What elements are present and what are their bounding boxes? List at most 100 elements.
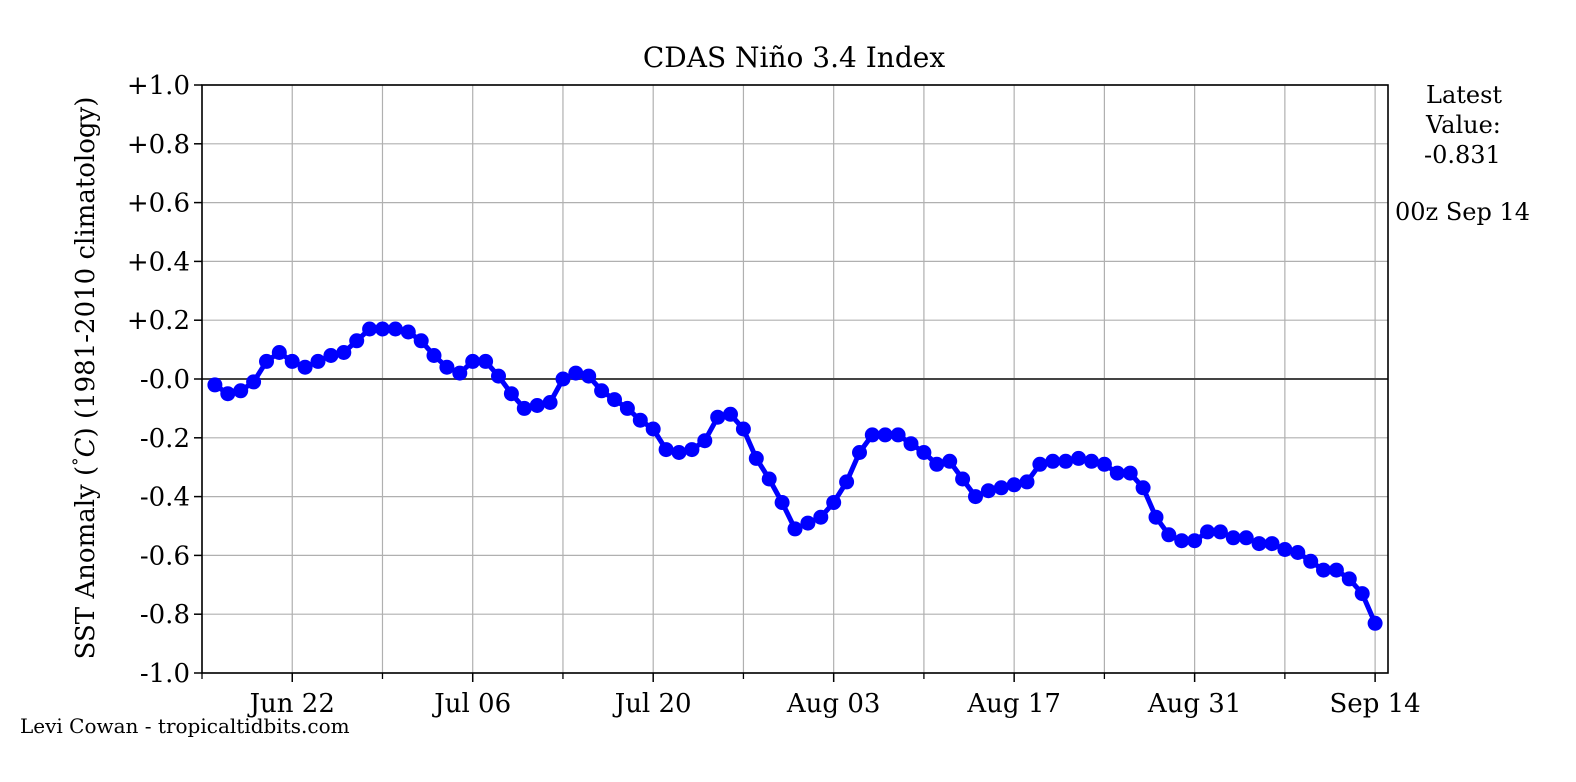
data-point [503, 386, 519, 402]
data-point [413, 333, 429, 349]
data-point [839, 474, 855, 490]
data-point [323, 348, 339, 363]
data-point [993, 480, 1009, 496]
data-point [426, 348, 442, 363]
data-point [1238, 530, 1254, 546]
data-point [375, 321, 390, 337]
data-point [387, 321, 403, 337]
data-point [800, 515, 816, 531]
data-point [903, 436, 919, 452]
x-tick-label: Jul 20 [612, 689, 692, 719]
data-point [1174, 533, 1190, 549]
latest-time: 00z Sep 14 [1395, 198, 1530, 226]
y-tick-label: -1.0 [140, 659, 190, 689]
data-point [607, 392, 622, 408]
data-point [1019, 474, 1035, 490]
data-point [1303, 553, 1319, 569]
data-point [336, 345, 352, 360]
data-point [619, 400, 635, 416]
x-tick-label: Aug 17 [966, 689, 1061, 719]
data-point [710, 409, 726, 425]
data-point [671, 445, 687, 460]
data-point [207, 377, 223, 393]
credit-text: Levi Cowan - tropicaltidbits.com [20, 714, 350, 738]
data-point [761, 471, 777, 487]
data-point [1251, 536, 1267, 552]
data-point [491, 368, 506, 384]
data-point [220, 386, 236, 402]
data-point [271, 345, 287, 360]
data-point [658, 442, 674, 458]
data-point [955, 471, 971, 487]
x-tick-label: Jul 06 [431, 689, 511, 719]
data-point [890, 427, 906, 443]
data-point [465, 353, 481, 369]
data-point [1006, 477, 1022, 493]
data-point [1071, 450, 1087, 466]
chart-title: CDAS Niño 3.4 Index [643, 41, 945, 74]
data-point [400, 324, 416, 340]
y-tick-label: -0.2 [140, 424, 190, 454]
data-point [929, 456, 945, 472]
data-point [1316, 562, 1331, 578]
data-point [723, 406, 738, 422]
data-point [877, 427, 893, 443]
data-point [246, 374, 262, 390]
x-tick-label: Sep 14 [1330, 689, 1421, 719]
y-tick-label: +0.2 [127, 306, 190, 336]
y-axis-label-degree: ° [70, 457, 90, 466]
data-point [1328, 562, 1344, 578]
data-point [1109, 465, 1125, 481]
latest-label: Latest [1426, 81, 1502, 109]
data-point [1161, 527, 1177, 543]
data-point [632, 412, 648, 428]
x-ticks: Jun 22 Jul 06 Jul 20 Aug 03 Aug 17 Aug 31 Sep … [201, 673, 1421, 719]
data-point [349, 333, 365, 349]
data-point [1354, 586, 1370, 602]
data-point [1277, 542, 1293, 557]
data-point [452, 365, 468, 381]
data-point [1341, 571, 1357, 587]
data-point [542, 395, 558, 410]
data-point [310, 353, 326, 369]
data-point [1096, 456, 1112, 472]
data-point [774, 495, 790, 510]
y-axis-label-unit: C [71, 437, 101, 457]
x-tick-label: Aug 31 [1147, 689, 1242, 719]
data-point [581, 368, 597, 384]
data-point [1122, 465, 1138, 481]
x-tick-label: Aug 03 [786, 689, 881, 719]
data-point [1045, 453, 1061, 469]
y-tick-label: +1.0 [127, 71, 190, 101]
data-point [516, 400, 532, 416]
y-tick-label: +0.6 [127, 189, 190, 219]
data-point [1290, 545, 1306, 560]
data-point [297, 359, 313, 375]
data-point [697, 433, 713, 449]
data-point [568, 365, 584, 381]
data-point [968, 489, 983, 505]
y-axis-label: SST Anomaly (°C) (1981-2010 climatology) [70, 97, 101, 660]
data-point [1135, 480, 1151, 496]
y-axis-label-end: ) (1981-2010 climatology) [71, 97, 101, 438]
data-point [864, 427, 880, 443]
y-tick-label: -0.0 [140, 365, 190, 395]
data-point [1187, 533, 1203, 549]
data-point [594, 383, 610, 399]
data-point [1212, 524, 1228, 540]
x-tick-label: Jun 22 [247, 689, 335, 719]
data-point [942, 453, 958, 469]
data-point [259, 353, 274, 369]
data-point [980, 483, 996, 499]
y-tick-label: -0.6 [140, 541, 190, 571]
data-point [1032, 456, 1048, 472]
data-point [1200, 524, 1215, 540]
data-point [1058, 453, 1074, 469]
data-point [826, 495, 842, 510]
series-line [212, 326, 1378, 626]
data-point [555, 371, 571, 387]
data-point [852, 445, 867, 460]
data-point [439, 359, 455, 375]
data-point [916, 445, 932, 460]
